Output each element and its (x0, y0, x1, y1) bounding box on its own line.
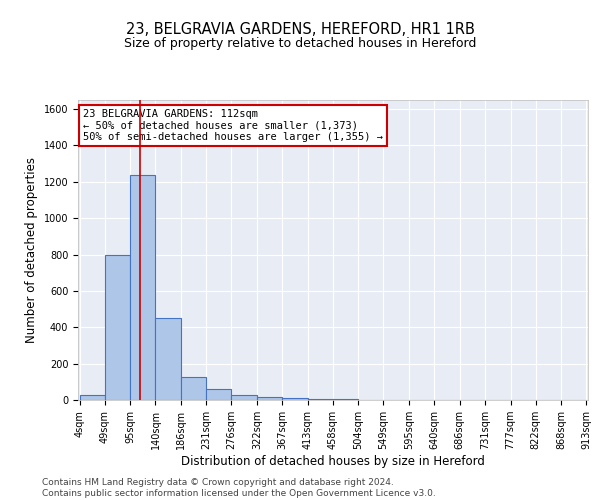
Y-axis label: Number of detached properties: Number of detached properties (25, 157, 38, 343)
Bar (206, 389, 231, 400)
Text: 23 BELGRAVIA GARDENS: 112sqm
← 50% of detached houses are smaller (1,373)
50% of: 23 BELGRAVIA GARDENS: 112sqm ← 50% of de… (83, 109, 383, 142)
Text: 23, BELGRAVIA GARDENS, HEREFORD, HR1 1RB: 23, BELGRAVIA GARDENS, HEREFORD, HR1 1RB (125, 22, 475, 38)
X-axis label: Distribution of detached houses by size in Hereford: Distribution of detached houses by size … (181, 455, 485, 468)
Text: Contains HM Land Registry data © Crown copyright and database right 2024.
Contai: Contains HM Land Registry data © Crown c… (42, 478, 436, 498)
Bar (130, 174, 155, 400)
Bar (308, 399, 333, 400)
Bar (105, 254, 130, 400)
Bar (231, 395, 257, 400)
Bar (257, 396, 282, 400)
Bar (181, 378, 206, 400)
Text: Size of property relative to detached houses in Hereford: Size of property relative to detached ho… (124, 38, 476, 51)
Bar (80, 396, 105, 400)
Bar (155, 318, 181, 400)
Bar (282, 398, 308, 400)
